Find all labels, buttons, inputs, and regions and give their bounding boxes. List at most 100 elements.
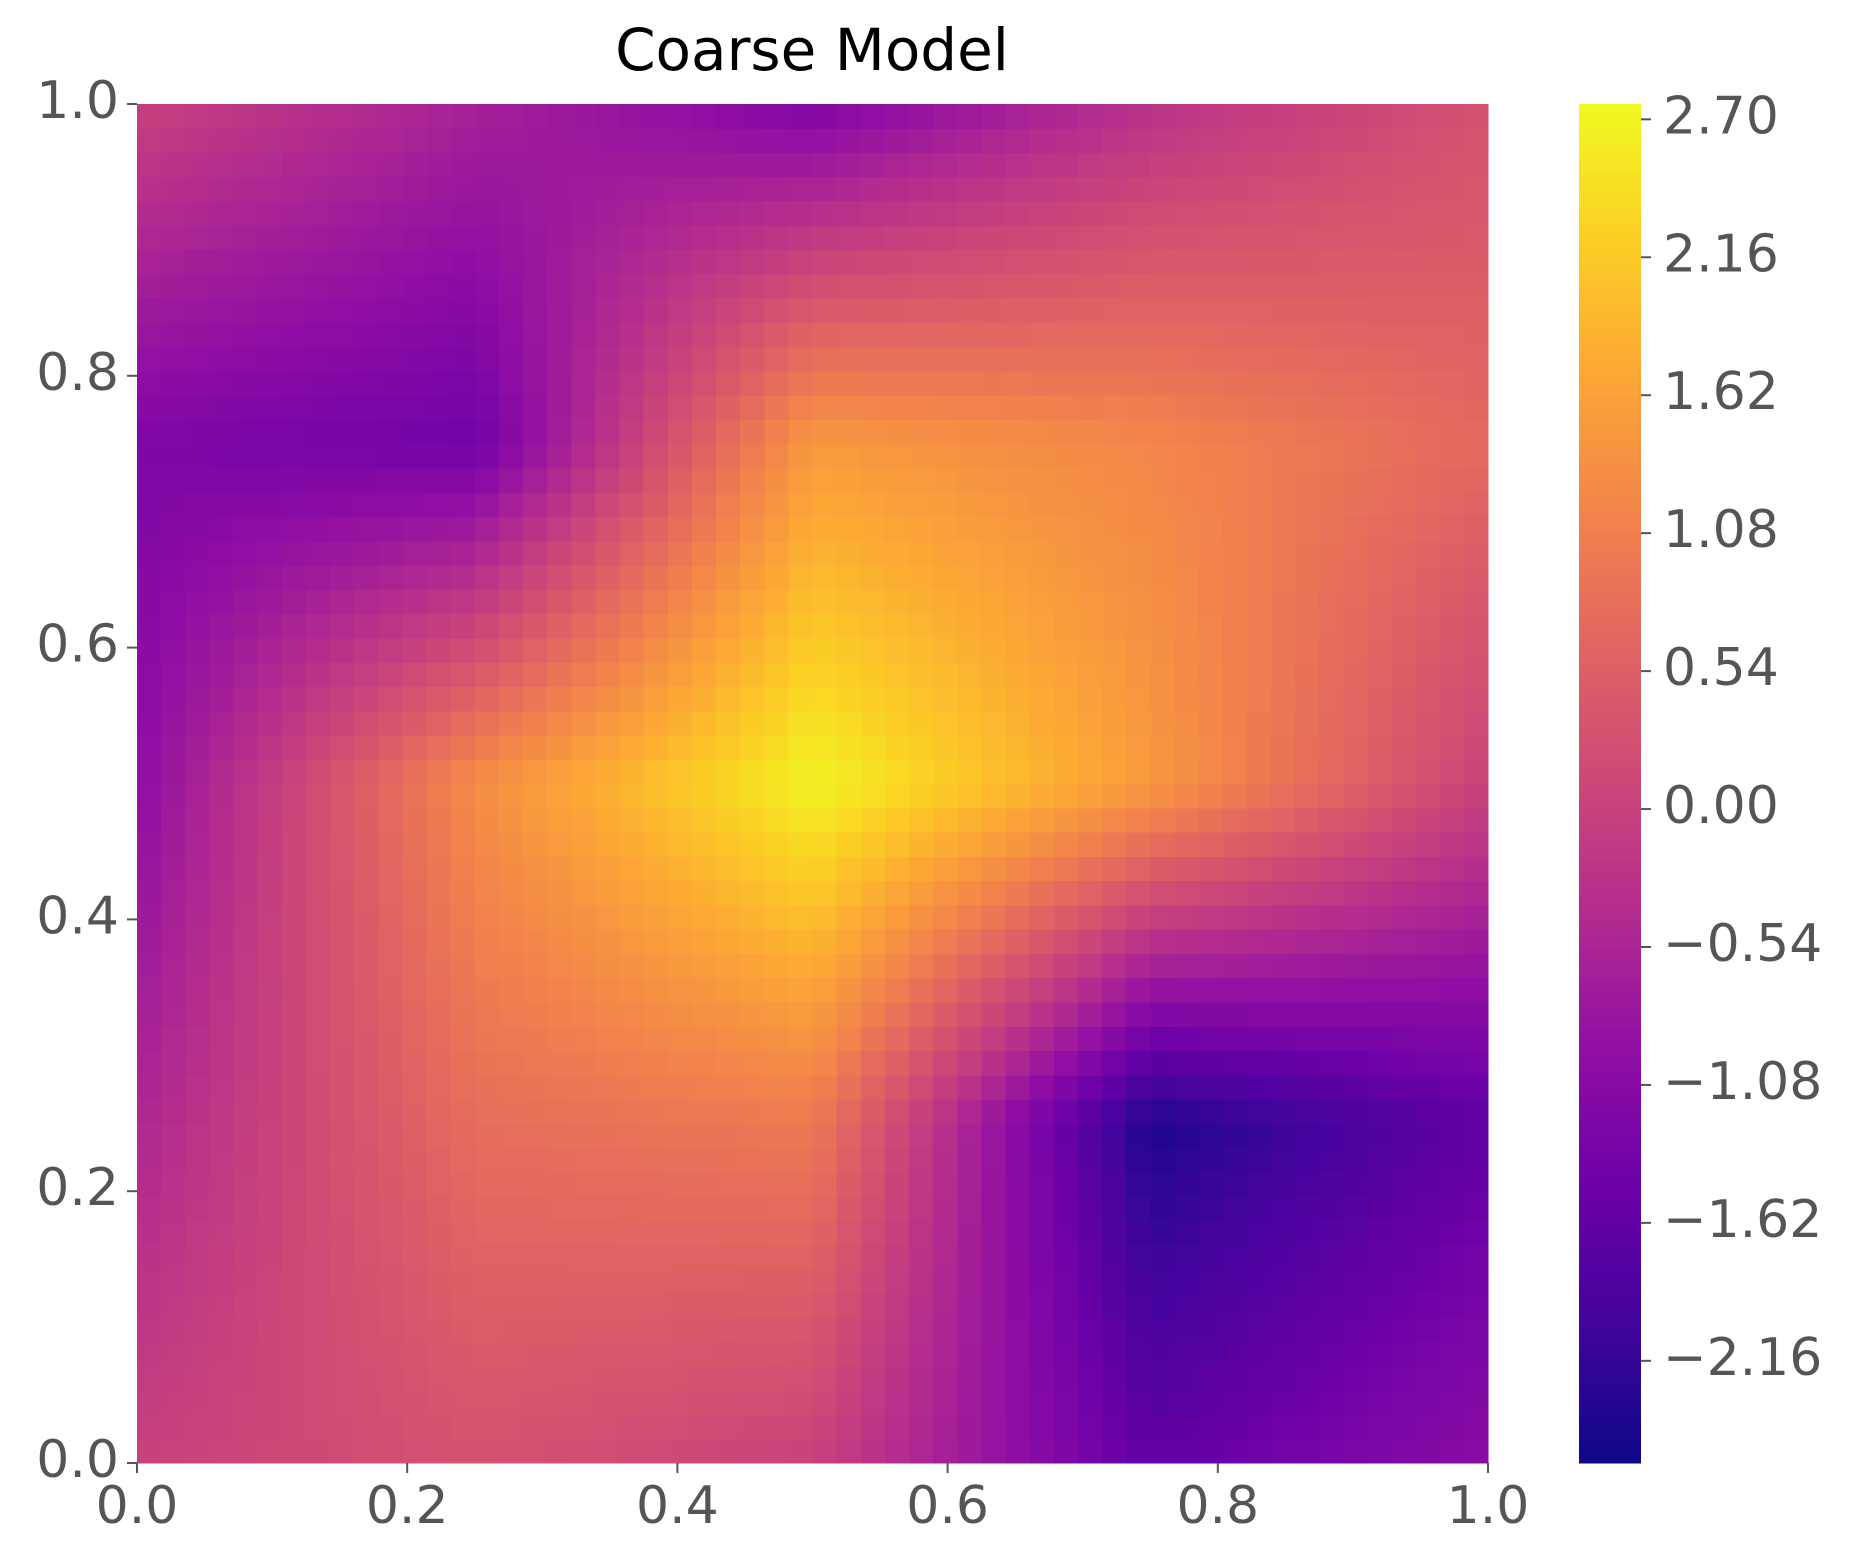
heat-cell [137,152,162,178]
heat-cell [257,1074,283,1100]
heat-cell [933,1171,958,1197]
heat-cell [1367,662,1393,688]
heat-cell [354,1147,379,1173]
heat-cell [523,1293,548,1318]
heat-cell [209,395,235,421]
colorbar-swatch [1579,104,1641,112]
heat-cell [1077,225,1103,251]
heat-cell [402,1098,428,1124]
heat-cell [257,516,283,542]
colorbar-swatch [1579,1367,1641,1376]
heat-cell [1246,201,1272,226]
heat-cell [378,540,403,566]
heat-cell [1005,977,1031,1003]
heat-cell [1295,370,1320,396]
heat-cell [137,249,162,275]
heat-cell [402,904,428,930]
heat-cell [330,249,355,275]
heat-cell [402,152,428,178]
heat-cell [1102,492,1127,518]
heat-cell [667,370,693,396]
heat-cell [185,1196,210,1221]
heat-cell [884,1196,910,1221]
colorbar-swatch [1579,1299,1641,1308]
colorbar-swatch [1579,905,1641,914]
heat-cell [1391,201,1417,226]
heat-cell [1270,1220,1296,1246]
heat-cell [1246,1414,1272,1440]
heat-cell [305,346,331,372]
heat-cell [764,783,789,809]
heat-cell [643,370,669,396]
heat-cell [957,249,982,275]
heat-cell [281,783,307,809]
heat-cell [1391,443,1417,469]
heat-cell [281,1001,307,1027]
heat-cell [764,953,789,979]
heat-cell [354,1001,379,1027]
heat-cell [209,1341,235,1367]
heat-cell [1198,1123,1224,1149]
heat-cell [1150,783,1175,809]
heat-cell [571,686,596,712]
heat-cell [137,298,162,324]
heat-cell [740,565,765,590]
heat-cell [1029,1365,1055,1391]
heat-cell [1295,565,1320,590]
heat-cell [426,176,452,202]
heat-cell [716,807,741,833]
heat-cell [1270,468,1296,493]
heat-cell [1439,1293,1465,1318]
heat-cell [523,1365,548,1391]
heat-cell [402,176,428,202]
heat-cell [1415,540,1441,566]
heat-cell [185,1414,210,1440]
heat-cell [233,832,259,857]
heat-cell [1319,419,1344,445]
heat-cell [1415,904,1441,930]
heat-cell [161,395,186,421]
heat-cell [498,249,524,275]
heat-cell [1319,516,1344,542]
heat-cell [354,686,379,712]
heat-cell [860,904,886,930]
heat-cell [1102,977,1127,1003]
heat-cell [1029,1438,1055,1464]
heat-cell [1126,540,1151,566]
heat-cell [1077,1365,1103,1391]
heat-cell [498,1293,524,1318]
heat-cell [884,1293,910,1318]
heat-cell [426,710,452,736]
heat-cell [474,370,500,396]
heat-cell [330,1414,355,1440]
heat-cell [426,128,452,154]
heat-cell [1126,807,1151,833]
heat-cell [137,1341,162,1367]
heat-cell [1463,540,1489,566]
heat-cell [981,1171,1007,1197]
heat-cell [1102,1098,1127,1124]
heat-cell [330,201,355,226]
heat-cell [1343,273,1368,299]
heat-cell [1174,128,1200,154]
heat-cell [402,1001,428,1027]
heat-cell [1222,613,1248,639]
heat-cell [571,710,596,736]
heat-cell [933,152,958,178]
heat-cell [716,370,741,396]
heat-cell [1102,249,1127,275]
heat-cell [667,395,693,421]
heat-cell [1439,953,1465,979]
heat-cell [1343,516,1368,542]
heat-cell [281,565,307,590]
colorbar-swatch [1579,273,1641,282]
heat-cell [1319,201,1344,226]
heat-cell [1463,1244,1489,1270]
heat-cell [691,1341,717,1367]
heat-cell [209,1293,235,1318]
heat-cell [161,759,186,785]
heat-cell [474,1050,500,1076]
heat-cell [378,128,403,154]
heat-cell [474,783,500,809]
heat-cell [1029,346,1055,372]
